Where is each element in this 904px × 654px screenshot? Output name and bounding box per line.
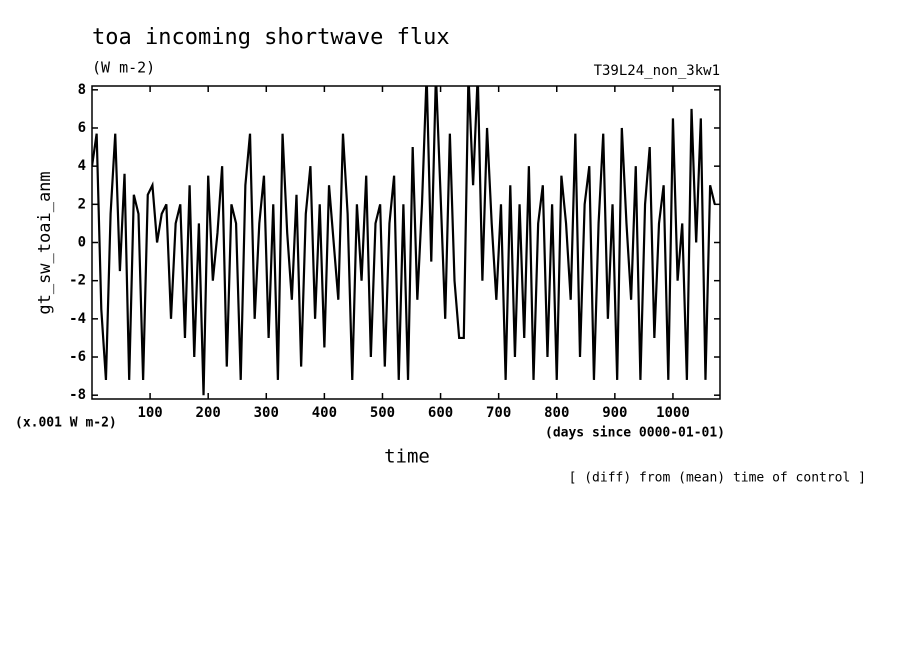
y-axis-label: gt_sw_toai_anm [35, 171, 55, 314]
x-tick-label: 300 [254, 405, 279, 421]
plot-frame [91, 85, 721, 400]
plot-area [92, 86, 716, 396]
x-units: (days since 0000-01-01) [545, 426, 725, 441]
y-tick-label: -2 [69, 273, 86, 289]
x-tick-label: 600 [428, 405, 453, 421]
y-tick-label: 2 [78, 196, 86, 212]
y-tick-label: 8 [78, 82, 86, 98]
x-tick-label: 100 [137, 405, 162, 421]
y-tick-label: -6 [69, 349, 86, 365]
footnote: [ (diff) from (mean) time of control ] [569, 471, 866, 486]
x-tick-label: 900 [602, 405, 627, 421]
run-name: T39L24_non_3kw1 [594, 63, 720, 79]
x-tick-label: 800 [544, 405, 569, 421]
y-tick-label: -4 [69, 311, 86, 327]
y-scale-note: (x.001 W m-2) [15, 416, 117, 431]
y-tick-label: 6 [78, 120, 86, 136]
y-tick-label: 0 [78, 235, 86, 251]
x-tick-label: 1000 [656, 405, 690, 421]
y-tick-label: -8 [69, 387, 86, 403]
x-tick-label: 500 [370, 405, 395, 421]
units: (W m-2) [92, 59, 155, 77]
x-axis-label: time [384, 446, 430, 468]
x-tick-label: 200 [196, 405, 221, 421]
y-tick-label: 4 [78, 158, 86, 174]
chart-title: toa incoming shortwave flux [92, 25, 450, 50]
data-line [92, 86, 716, 396]
x-tick-label: 400 [312, 405, 337, 421]
x-tick-label: 700 [486, 405, 511, 421]
